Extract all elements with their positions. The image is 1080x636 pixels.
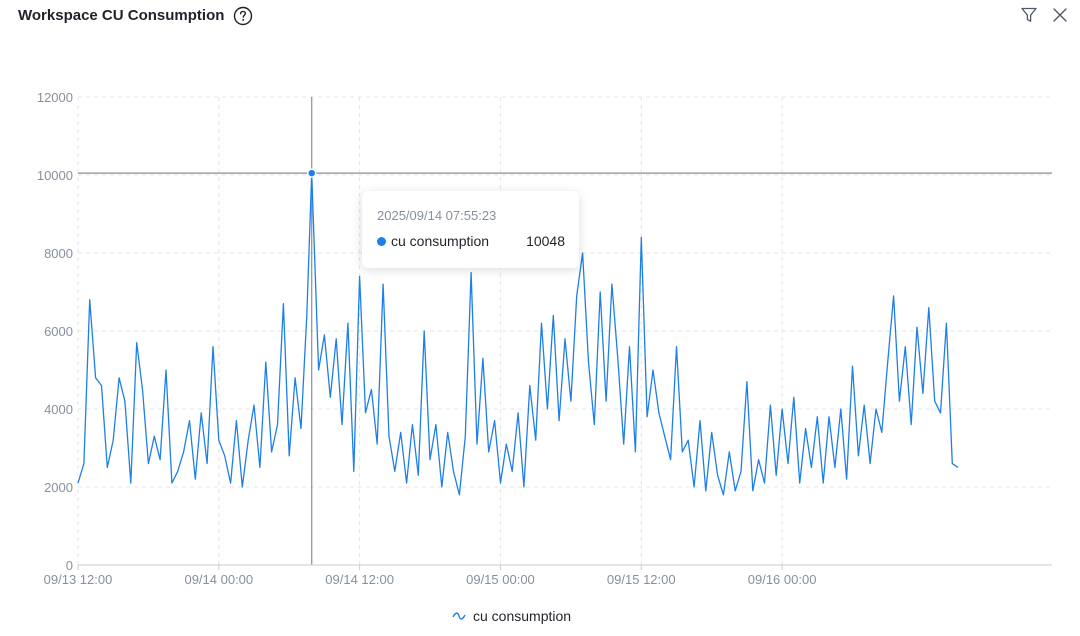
close-icon[interactable] [1052,7,1068,23]
y-tick-label: 8000 [44,246,73,261]
chart-tooltip: 2025/09/14 07:55:23 cu consumption 10048 [362,191,579,268]
tooltip-value: 10048 [526,233,565,249]
chart-grid [77,96,1052,565]
x-tick-label: 09/14 00:00 [184,572,253,587]
tooltip-series-name: cu consumption [391,233,490,249]
tooltip-series-dot [377,237,386,246]
y-tick-label: 12000 [37,90,73,105]
x-tick-label: 09/15 00:00 [466,572,535,587]
x-tick-label: 09/16 00:00 [748,572,817,587]
y-tick-label: 4000 [44,402,73,417]
panel-title: Workspace CU Consumption [18,7,225,24]
y-tick-label: 2000 [44,480,73,495]
series-line-cu-consumption [77,172,959,496]
line-icon [452,612,466,620]
x-tick-label: 09/13 12:00 [44,572,113,587]
panel-header: Workspace CU Consumption [0,0,1080,34]
y-tick-label: 10000 [37,168,73,183]
filter-icon[interactable] [1020,6,1038,24]
y-tick-label: 6000 [44,324,73,339]
help-circle-icon[interactable] [233,6,253,26]
highlight-point[interactable] [306,168,317,178]
chart-series [77,168,959,496]
y-tick-label: 0 [66,558,73,573]
x-tick-label: 09/15 12:00 [607,572,676,587]
tooltip-timestamp: 2025/09/14 07:55:23 [377,208,497,223]
x-tick-label: 09/14 12:00 [325,572,394,587]
legend-label: cu consumption [473,608,572,624]
chart-axes: 0 2000 4000 6000 8000 10000 12000 09/13 12:00 09… [37,90,1052,587]
